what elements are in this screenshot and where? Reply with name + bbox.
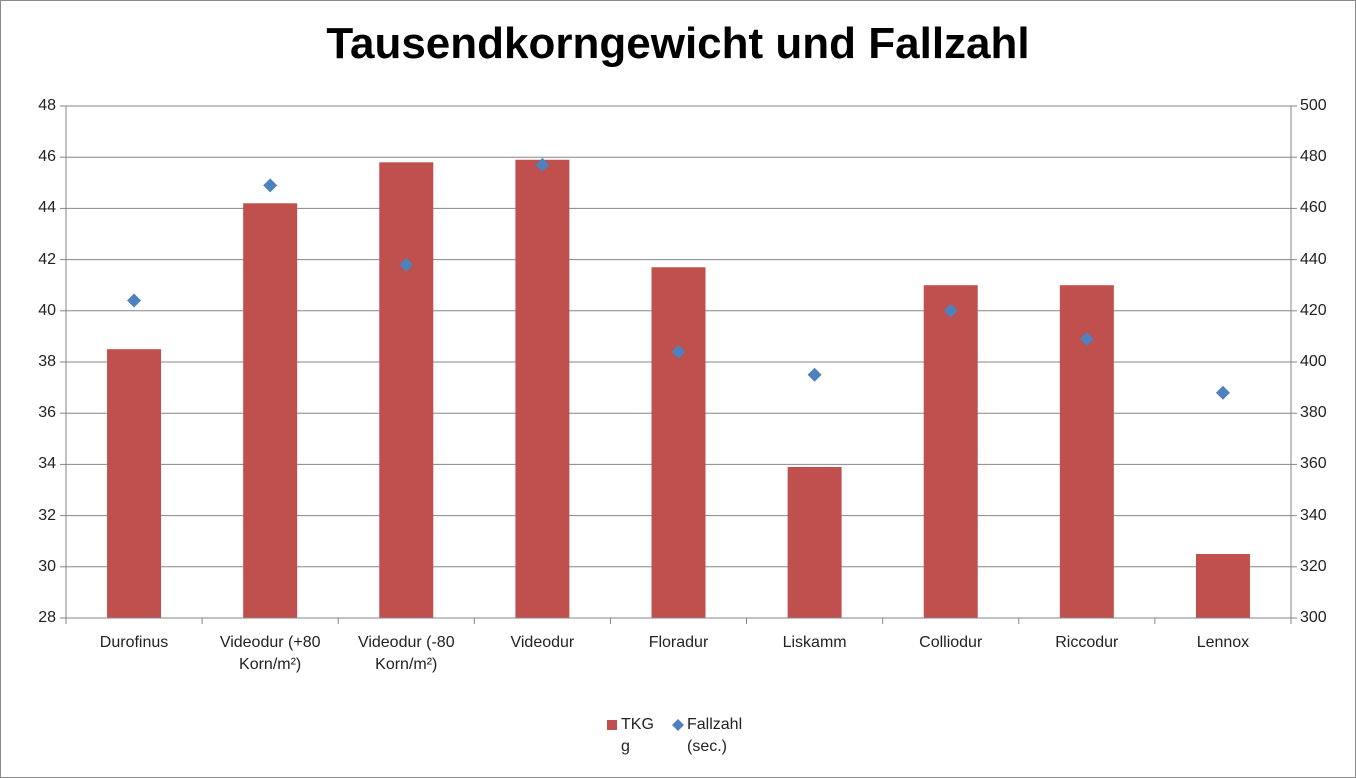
marker xyxy=(127,293,142,308)
y2-tick-label: 460 xyxy=(1300,199,1327,217)
x-tick-label: Liskamm xyxy=(782,634,847,651)
x-tick-label: Videodur (+80 Korn/m²) xyxy=(219,634,321,673)
y2-tick-label: 360 xyxy=(1300,455,1327,473)
bar xyxy=(787,466,842,618)
bar xyxy=(379,162,434,618)
chart-title: Tausendkorngewicht und Fallzahl xyxy=(326,19,1030,68)
y2-tick-label: 400 xyxy=(1300,353,1327,370)
marker xyxy=(671,344,686,359)
legend-swatch xyxy=(672,719,684,731)
y-tick-label: 48 xyxy=(38,97,56,114)
x-tick-label: Durofinus xyxy=(99,634,169,651)
marker xyxy=(1215,385,1230,400)
y-tick-label: 34 xyxy=(38,455,56,473)
y2-tick-label: 480 xyxy=(1300,148,1327,166)
y-tick-label: 30 xyxy=(38,557,56,575)
x-tick-label: Lennox xyxy=(1196,634,1250,651)
x-tick-label: Videodur (-80 Korn/m²) xyxy=(357,634,455,673)
legend-label: TKG g xyxy=(621,716,654,755)
y2-tick-label: 500 xyxy=(1300,97,1327,114)
legend-label: Fallzahl (sec.) xyxy=(687,716,743,755)
y-tick-label: 38 xyxy=(38,353,56,370)
y-tick-label: 40 xyxy=(38,301,56,319)
y2-tick-label: 380 xyxy=(1300,404,1327,422)
x-tick-label: Videodur xyxy=(510,634,575,651)
y-tick-label: 44 xyxy=(38,199,56,217)
x-tick-label: Riccodur xyxy=(1055,634,1119,651)
legend-swatch xyxy=(607,720,617,730)
marker xyxy=(535,157,550,172)
y2-tick-label: 300 xyxy=(1300,609,1327,626)
y-tick-label: 42 xyxy=(38,250,56,268)
marker xyxy=(943,303,958,318)
x-tick-label: Floradur xyxy=(648,634,709,651)
marker xyxy=(399,257,414,272)
y-tick-label: 46 xyxy=(38,148,56,166)
x-tick-label: Colliodur xyxy=(919,634,983,651)
bar xyxy=(1195,554,1250,618)
marker xyxy=(1079,331,1094,346)
y-tick-label: 28 xyxy=(38,609,56,626)
y-tick-label: 32 xyxy=(38,506,56,524)
bar xyxy=(651,267,706,618)
bar xyxy=(515,159,570,618)
bar xyxy=(923,285,978,618)
bar xyxy=(107,349,162,618)
marker xyxy=(263,178,278,193)
y2-tick-label: 340 xyxy=(1300,506,1327,524)
y2-tick-label: 440 xyxy=(1300,250,1327,268)
y2-tick-label: 420 xyxy=(1300,301,1327,319)
y-tick-label: 36 xyxy=(38,404,56,422)
marker xyxy=(807,367,822,382)
bar xyxy=(243,203,298,618)
y2-tick-label: 320 xyxy=(1300,557,1327,575)
